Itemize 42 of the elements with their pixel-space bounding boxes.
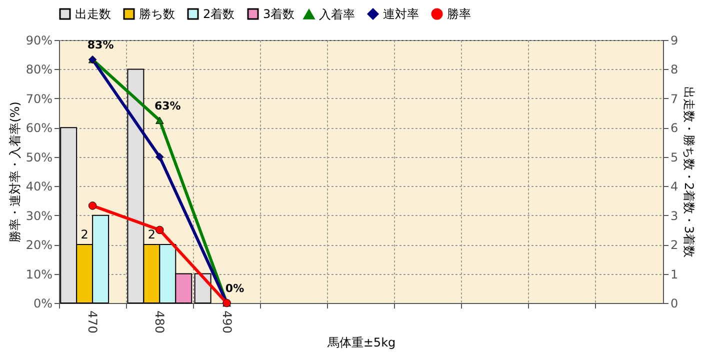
y-tick-label: 40%: [26, 180, 52, 194]
legend-label: 出走数: [75, 7, 111, 21]
y2-tick-label: 9: [670, 34, 678, 48]
y2-tick-label: 4: [670, 180, 678, 194]
legend-label: 連対率: [383, 7, 419, 21]
y-tick-label: 0%: [33, 296, 52, 310]
legend-label: 勝率: [447, 7, 471, 21]
y-tick-label: 10%: [26, 267, 52, 282]
point: [156, 116, 164, 124]
point: [156, 226, 164, 234]
y-tick-label: 90%: [26, 34, 52, 48]
x-axis-title: 馬体重±5kg: [326, 335, 396, 350]
x-tick-label: 480: [152, 310, 167, 334]
legend-label: 勝ち数: [139, 7, 175, 21]
data-label: 2: [148, 228, 156, 242]
data-label: 0%: [225, 282, 244, 295]
y2-tick-label: 1: [670, 267, 678, 282]
data-label: 2: [80, 228, 88, 242]
y2-tick-label: 5: [670, 150, 678, 164]
point: [88, 202, 97, 210]
x-tick-label: 490: [220, 310, 234, 334]
y-tick-label: 70%: [26, 92, 52, 106]
legend-label: 入着率: [319, 7, 355, 22]
y2-tick-label: 0: [670, 296, 678, 310]
y-tick-label: 50%: [26, 150, 52, 164]
legend-label: 2着数: [203, 7, 235, 21]
y-axis-title: 勝率・連対率・入着率(%): [8, 102, 22, 242]
y2-tick-label: 2: [670, 238, 678, 252]
data-label: 63%: [154, 99, 181, 112]
y2-tick-label: 8: [670, 62, 678, 77]
y-tick-label: 60%: [26, 121, 52, 136]
data-label: 83%: [87, 38, 114, 52]
y-tick-label: 30%: [26, 208, 52, 223]
y-tick-label: 20%: [26, 238, 52, 252]
y2-tick-label: 6: [670, 121, 678, 136]
point: [156, 152, 164, 162]
y-tick-label: 80%: [26, 62, 52, 77]
legend-label: 3着数: [263, 7, 295, 21]
y2-tick-label: 7: [670, 92, 678, 106]
x-tick-label: 470: [86, 310, 100, 334]
y2-axis-title: 出走数・勝ち数・2着数・3着数: [682, 86, 696, 258]
y2-tick-label: 3: [670, 208, 678, 223]
